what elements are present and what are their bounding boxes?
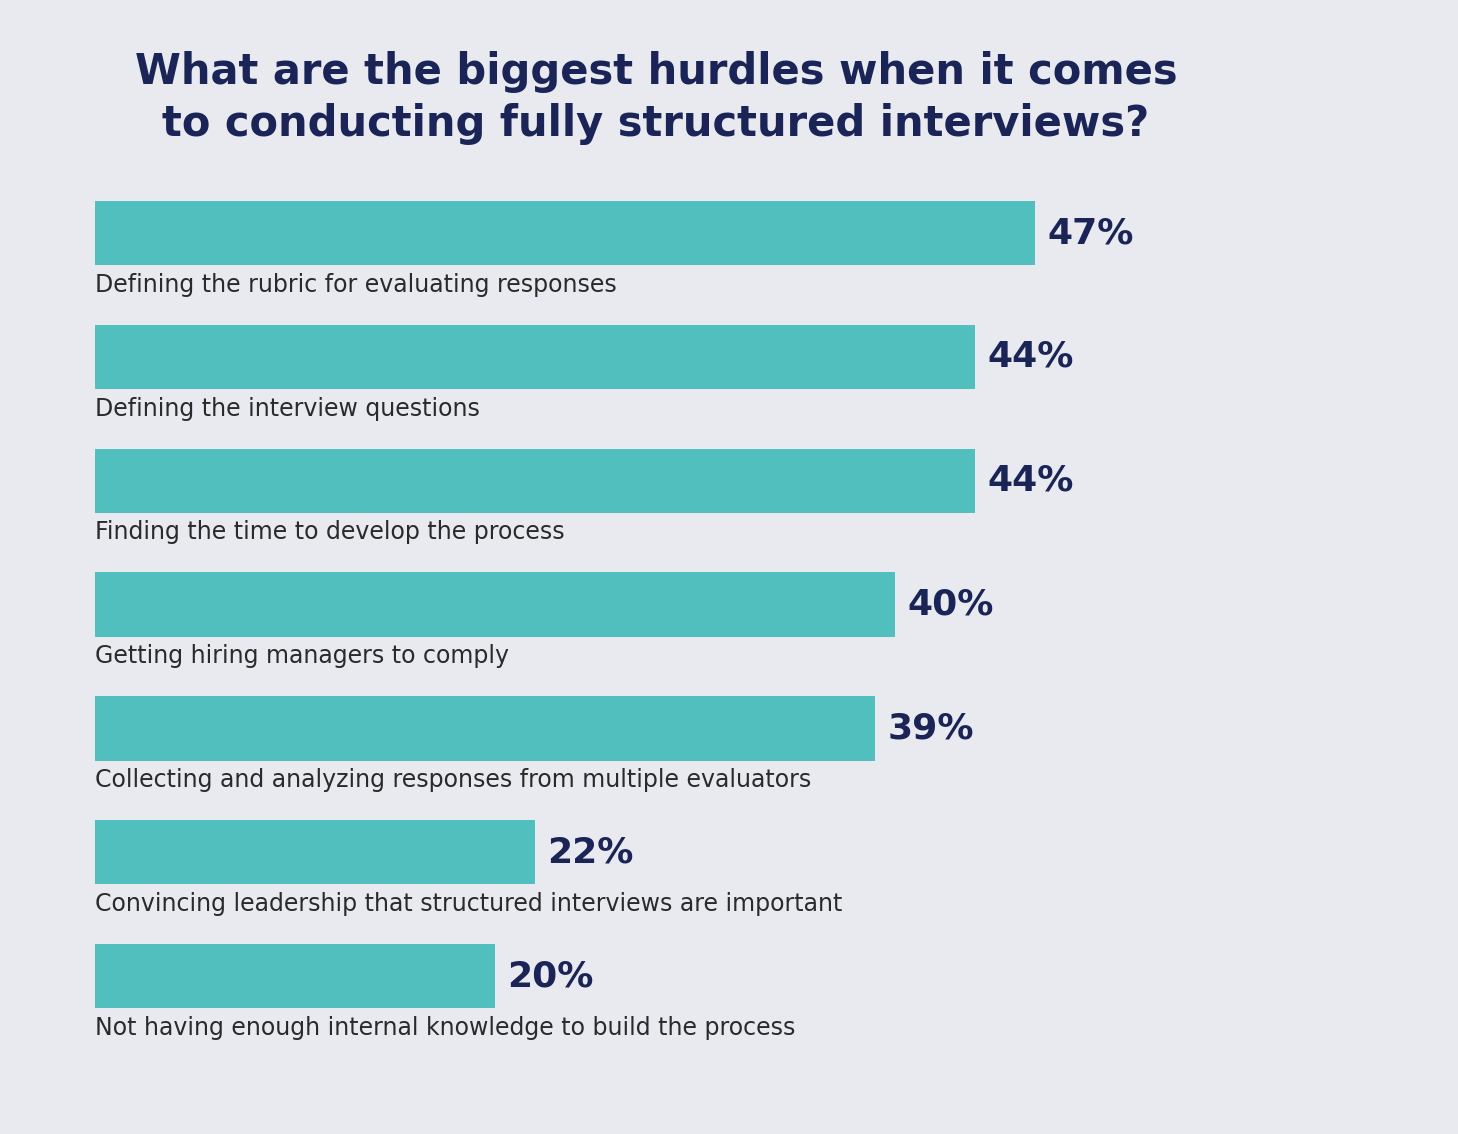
Text: 44%: 44% bbox=[987, 464, 1073, 498]
Text: 44%: 44% bbox=[987, 340, 1073, 374]
Bar bbox=[95, 696, 875, 761]
Text: Finding the time to develop the process: Finding the time to develop the process bbox=[95, 521, 564, 544]
Bar bbox=[95, 573, 895, 637]
Text: Not having enough internal knowledge to build the process: Not having enough internal knowledge to … bbox=[95, 1016, 795, 1040]
Text: 47%: 47% bbox=[1047, 217, 1134, 251]
Bar bbox=[95, 201, 1035, 265]
Bar bbox=[95, 324, 975, 389]
Text: 39%: 39% bbox=[888, 711, 974, 745]
Text: 20%: 20% bbox=[507, 959, 593, 993]
Text: Defining the interview questions: Defining the interview questions bbox=[95, 397, 480, 421]
Text: Convincing leadership that structured interviews are important: Convincing leadership that structured in… bbox=[95, 892, 843, 916]
Bar bbox=[95, 820, 535, 885]
Text: Getting hiring managers to comply: Getting hiring managers to comply bbox=[95, 644, 509, 668]
Text: What are the biggest hurdles when it comes
to conducting fully structured interv: What are the biggest hurdles when it com… bbox=[134, 51, 1178, 145]
Text: Defining the rubric for evaluating responses: Defining the rubric for evaluating respo… bbox=[95, 272, 617, 297]
Text: 40%: 40% bbox=[907, 587, 994, 621]
Bar bbox=[95, 449, 975, 513]
Bar bbox=[95, 943, 496, 1008]
Text: 22%: 22% bbox=[547, 836, 633, 870]
Text: Collecting and analyzing responses from multiple evaluators: Collecting and analyzing responses from … bbox=[95, 768, 811, 792]
